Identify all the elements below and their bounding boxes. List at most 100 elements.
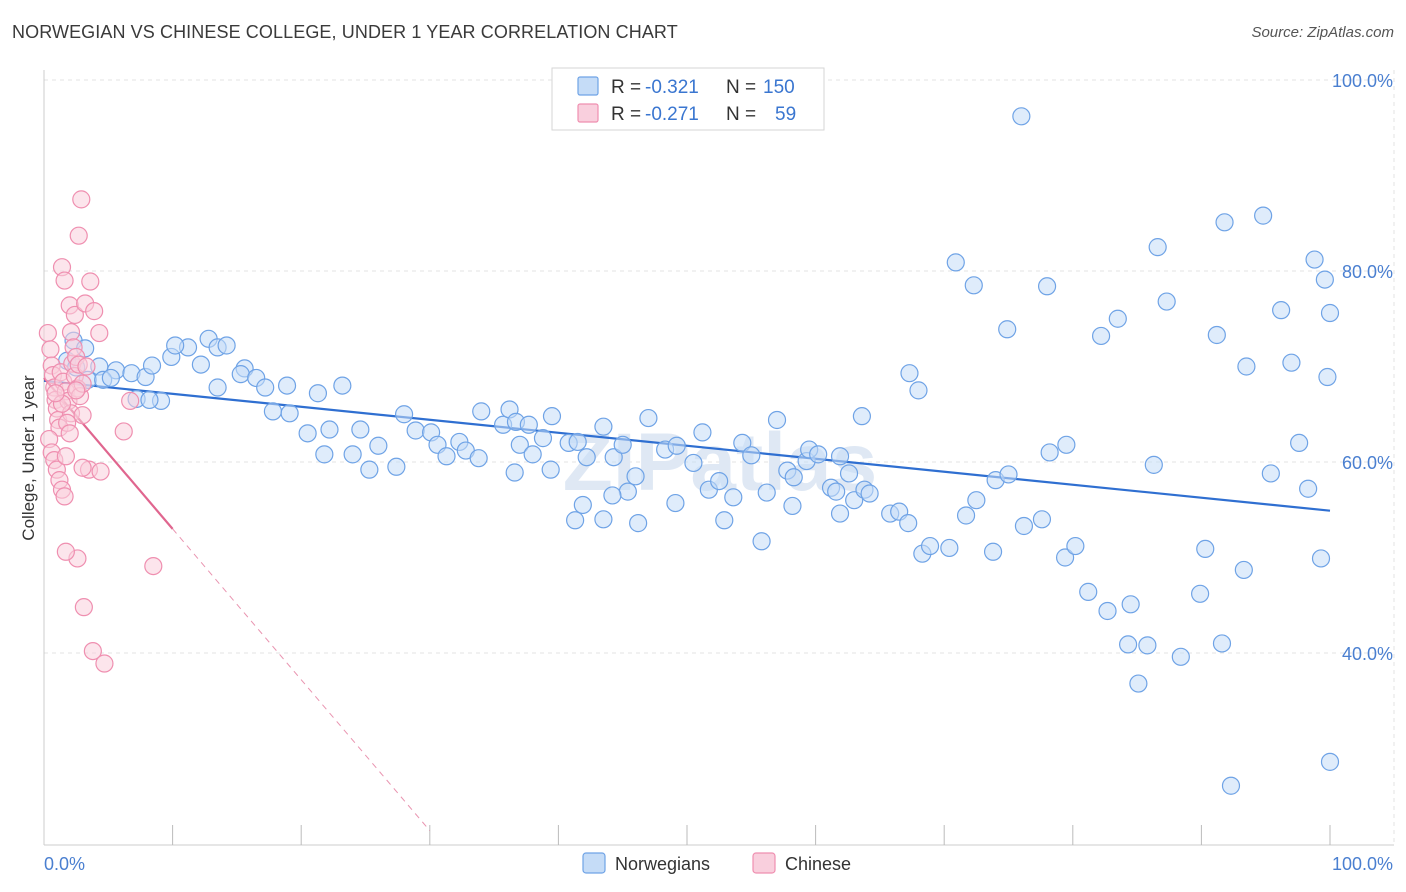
point-norwegians-112 xyxy=(1129,674,1148,693)
point-norwegians-53 xyxy=(519,415,538,434)
stats-legend: R = -0.321 N = 150 R = -0.271 N = 59 xyxy=(551,67,825,131)
point-norwegians-61 xyxy=(604,448,623,467)
chart-title: NORWEGIAN VS CHINESE COLLEGE, UNDER 1 YE… xyxy=(12,22,678,42)
legend-n-label-chinese: N = xyxy=(726,104,756,125)
point-norwegians-146 xyxy=(830,447,850,466)
point-chinese-27 xyxy=(73,406,92,425)
point-norwegians-8 xyxy=(101,368,120,388)
point-norwegians-35 xyxy=(343,445,362,464)
legend-n-label-norwegians: N = xyxy=(726,77,756,98)
point-norwegians-68 xyxy=(684,453,703,473)
point-norwegians-106 xyxy=(1079,582,1098,601)
point-norwegians-129 xyxy=(1290,433,1309,452)
point-norwegians-152 xyxy=(603,486,622,505)
point-norwegians-95 xyxy=(956,506,976,525)
scatter-points xyxy=(38,107,1340,795)
point-norwegians-103 xyxy=(1055,548,1075,567)
point-norwegians-135 xyxy=(1320,303,1340,323)
point-chinese-31 xyxy=(65,305,84,325)
axes xyxy=(43,70,1394,846)
point-norwegians-71 xyxy=(710,472,729,491)
point-norwegians-121 xyxy=(1212,634,1232,653)
point-norwegians-36 xyxy=(351,420,370,439)
point-norwegians-84 xyxy=(839,464,859,483)
point-norwegians-127 xyxy=(1272,301,1291,320)
point-norwegians-144 xyxy=(900,364,919,383)
legend-r-value-norwegians: -0.321 xyxy=(645,77,699,98)
point-norwegians-83 xyxy=(827,482,846,501)
series-legend: Norwegians Chinese xyxy=(582,852,851,874)
point-norwegians-140 xyxy=(909,381,928,400)
point-norwegians-124 xyxy=(1237,357,1256,376)
point-chinese-47 xyxy=(74,598,93,617)
point-norwegians-114 xyxy=(1144,455,1163,474)
point-norwegians-147 xyxy=(783,496,802,516)
point-norwegians-153 xyxy=(573,495,592,515)
point-norwegians-138 xyxy=(1215,213,1234,232)
point-norwegians-65 xyxy=(639,408,658,428)
point-norwegians-122 xyxy=(1221,776,1241,795)
point-norwegians-24 xyxy=(208,378,227,397)
point-norwegians-117 xyxy=(1171,647,1190,666)
point-norwegians-143 xyxy=(998,320,1017,339)
legend-label-norwegians: Norwegians xyxy=(615,854,710,874)
point-norwegians-76 xyxy=(767,410,787,430)
point-chinese-39 xyxy=(90,323,109,343)
point-norwegians-109 xyxy=(1108,309,1127,328)
point-norwegians-104 xyxy=(1057,435,1076,454)
point-norwegians-139 xyxy=(946,253,965,272)
point-norwegians-64 xyxy=(618,482,637,501)
point-norwegians-118 xyxy=(1191,584,1210,603)
point-norwegians-130 xyxy=(1299,479,1318,498)
point-norwegians-58 xyxy=(568,432,587,452)
point-norwegians-70 xyxy=(693,423,712,442)
point-chinese-55 xyxy=(67,381,86,400)
point-norwegians-88 xyxy=(860,484,879,503)
point-norwegians-141 xyxy=(964,276,983,295)
point-chinese-38 xyxy=(85,302,104,321)
point-norwegians-47 xyxy=(469,449,488,468)
point-norwegians-149 xyxy=(715,511,734,530)
point-chinese-22 xyxy=(60,424,79,443)
point-norwegians-39 xyxy=(387,457,406,476)
point-norwegians-73 xyxy=(733,433,752,452)
point-chinese-57 xyxy=(46,384,65,403)
point-norwegians-102 xyxy=(1040,443,1059,462)
point-norwegians-81 xyxy=(809,445,828,464)
point-norwegians-150 xyxy=(666,493,685,513)
legend-swatch-chinese xyxy=(577,103,599,123)
legend-n-value-chinese: 59 xyxy=(775,104,796,125)
legend-label-chinese: Chinese xyxy=(785,854,851,874)
point-norwegians-52 xyxy=(510,435,529,454)
trend-line-norwegians xyxy=(43,379,1331,512)
legend-r-label-chinese: R = xyxy=(611,104,641,125)
point-norwegians-62 xyxy=(613,435,632,454)
point-norwegians-111 xyxy=(1118,635,1138,654)
point-norwegians-72 xyxy=(724,488,743,507)
point-norwegians-148 xyxy=(752,532,771,551)
point-norwegians-23 xyxy=(256,378,275,397)
x-tick-label-100: 100.0% xyxy=(1332,854,1393,874)
point-chinese-43 xyxy=(91,462,110,481)
point-norwegians-30 xyxy=(298,424,317,443)
point-norwegians-134 xyxy=(1318,367,1337,387)
point-norwegians-31 xyxy=(308,384,328,403)
point-chinese-37 xyxy=(81,272,100,291)
point-norwegians-32 xyxy=(320,420,339,439)
x-tick-labels: 0.0% 100.0% xyxy=(44,854,1393,874)
y-tick-label-100: 100.0% xyxy=(1332,71,1393,91)
point-norwegians-96 xyxy=(967,491,986,510)
point-norwegians-27 xyxy=(263,402,283,421)
point-norwegians-105 xyxy=(1066,536,1085,556)
point-norwegians-132 xyxy=(1311,549,1331,568)
point-norwegians-74 xyxy=(742,446,761,465)
point-chinese-29 xyxy=(55,271,74,290)
point-norwegians-126 xyxy=(1261,464,1280,483)
point-chinese-53 xyxy=(77,357,96,376)
point-norwegians-91 xyxy=(899,514,918,533)
point-norwegians-86 xyxy=(830,504,850,523)
point-norwegians-136 xyxy=(1320,752,1340,771)
point-norwegians-157 xyxy=(505,463,524,482)
point-norwegians-123 xyxy=(1234,560,1253,580)
point-norwegians-48 xyxy=(472,402,491,421)
